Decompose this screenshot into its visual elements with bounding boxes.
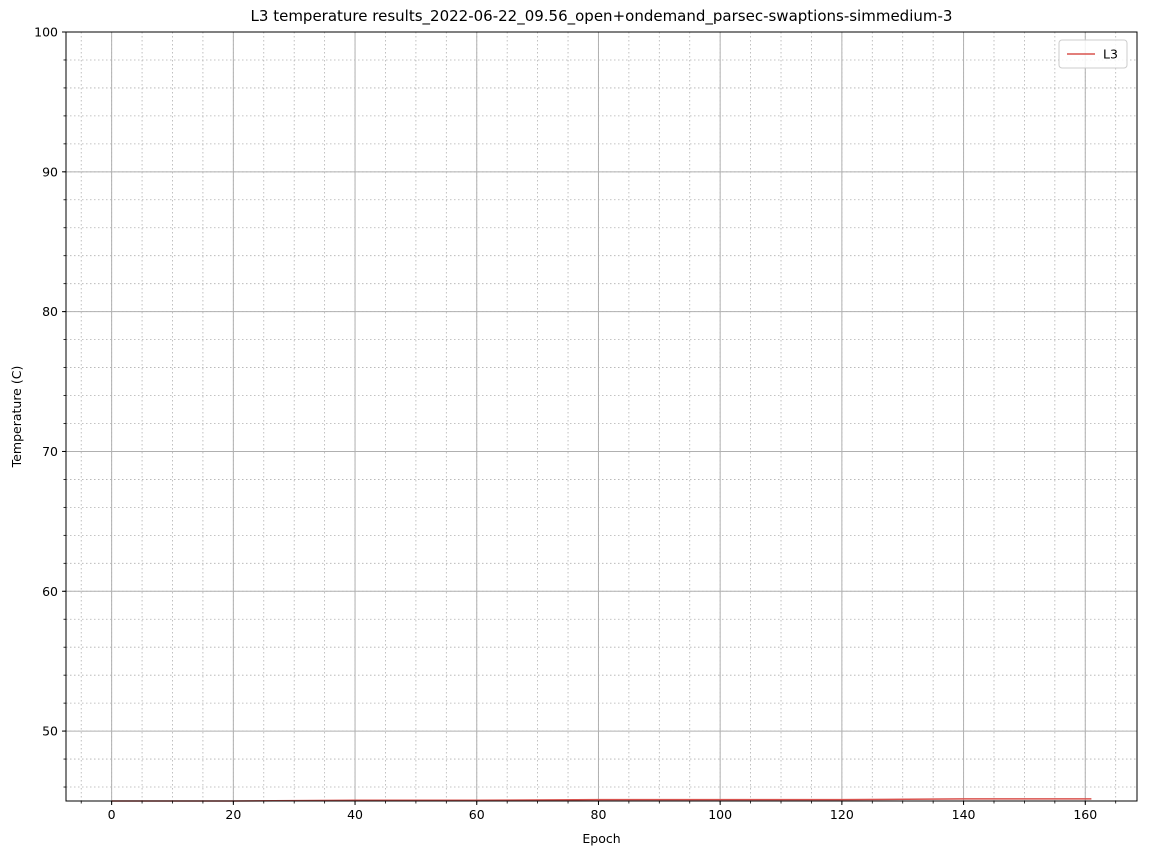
- x-tick-label: 160: [1073, 807, 1097, 822]
- x-tick-label: 100: [708, 807, 732, 822]
- y-tick-label: 70: [42, 444, 58, 459]
- plot-frame: [65, 31, 1138, 802]
- y-tick-label: 50: [42, 724, 58, 739]
- tick-labels: 0 20 40 60 80 100 120 140 160 50 60 70 80 90 100: [34, 25, 1097, 823]
- chart-title: L3 temperature results_2022-06-22_09.56_…: [251, 7, 953, 26]
- x-tick-label: 0: [108, 807, 116, 822]
- x-tick-label: 80: [591, 807, 607, 822]
- x-tick-label: 60: [469, 807, 485, 822]
- y-axis-label: Temperature (C): [9, 366, 24, 469]
- major-grid: [66, 31, 1137, 801]
- axis-ticks: [62, 31, 1117, 805]
- legend: L3: [1058, 39, 1128, 69]
- y-tick-label: 90: [42, 164, 58, 179]
- x-tick-label: 20: [225, 807, 241, 822]
- x-tick-label: 120: [830, 807, 854, 822]
- y-tick-label: 100: [34, 25, 58, 40]
- legend-label: L3: [1103, 47, 1118, 62]
- x-tick-label: 140: [952, 807, 976, 822]
- y-tick-label: 80: [42, 304, 58, 319]
- y-tick-label: 60: [42, 584, 58, 599]
- x-tick-label: 40: [347, 807, 363, 822]
- x-axis-label: Epoch: [582, 831, 620, 846]
